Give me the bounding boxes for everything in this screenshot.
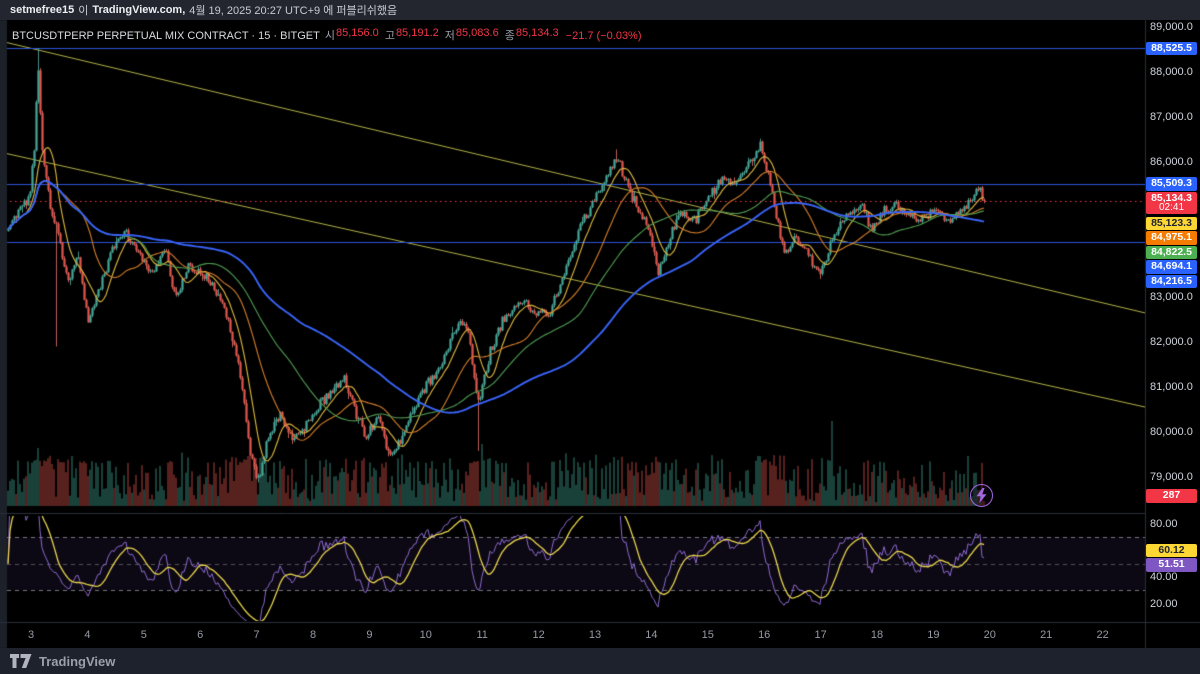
ohlc-values: 시 85,156.0 고 85,191.2 저 85,083.6 종 85,13…: [325, 27, 559, 43]
ohlc-pair: 종 85,134.3: [504, 27, 559, 42]
symbol-title: BTCUSDTPERP PERPETUAL MIX CONTRACT · 15 …: [12, 30, 320, 42]
footer-bar: TradingView: [0, 648, 1200, 674]
price-change: −21.7 (−0.03%): [565, 30, 642, 42]
ohlc-pair: 고 85,191.2: [384, 27, 439, 42]
tradingview-logo-icon[interactable]: [10, 654, 32, 668]
publish-bar: setmefree15 이 TradingView.com, 4월 19, 20…: [0, 0, 1200, 20]
publish-joiner: 이: [78, 5, 89, 17]
flash-icon[interactable]: [970, 484, 993, 507]
ohlc-pair: 시 85,156.0: [324, 27, 379, 42]
symbol-legend: BTCUSDTPERP PERPETUAL MIX CONTRACT · 15 …: [12, 27, 642, 43]
publish-datetime: 4월 19, 2025 20:27 UTC+9 에 퍼블리쉬했음: [189, 5, 398, 17]
lightning-bolt-icon: [976, 488, 987, 503]
publisher-username: setmefree15: [10, 4, 75, 16]
publish-site: TradingView.com,: [92, 4, 186, 16]
footer-brand[interactable]: TradingView: [39, 653, 116, 669]
ohlc-pair: 저 85,083.6: [444, 27, 499, 42]
